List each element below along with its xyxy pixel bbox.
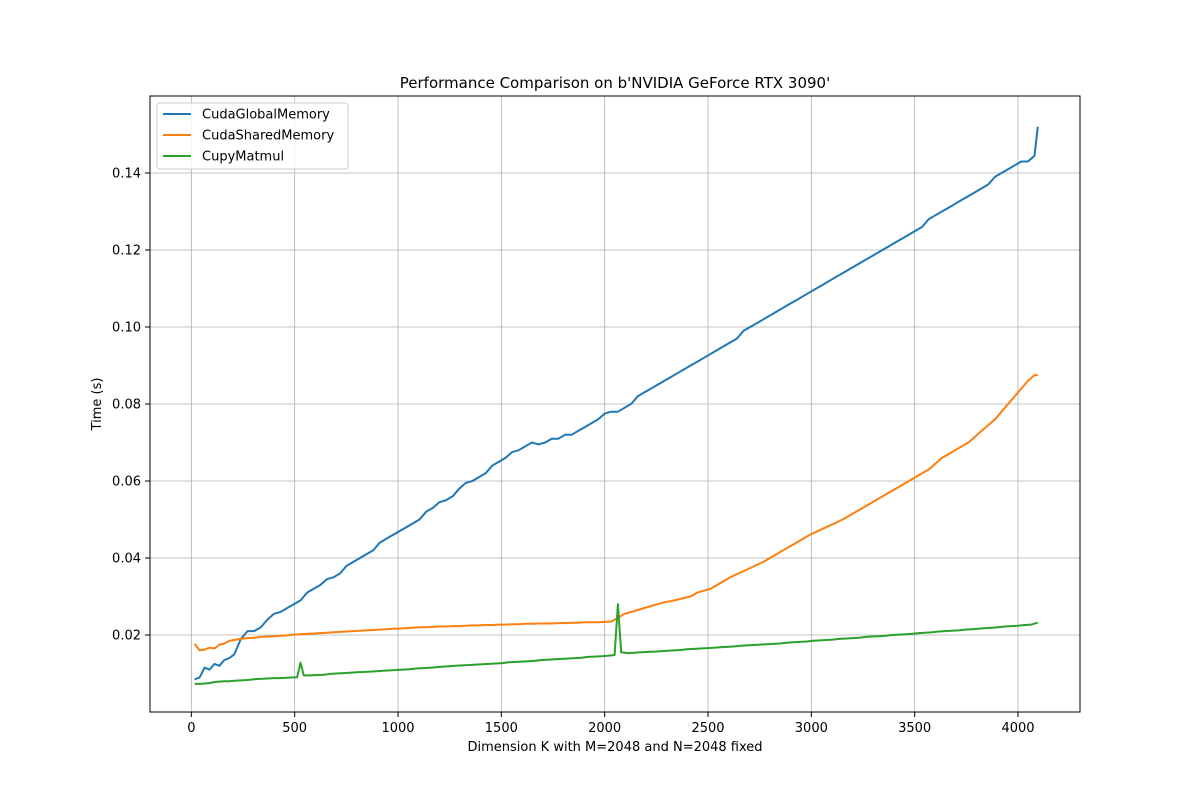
- x-axis-label: Dimension K with M=2048 and N=2048 fixed: [467, 740, 762, 755]
- legend-label-cudaglobalmemory: CudaGlobalMemory: [202, 108, 330, 123]
- y-axis-ticks: 0.02 0.04 0.06 0.08 0.10 0.12 0.14: [112, 167, 150, 644]
- legend-label-cudasharedmemory: CudaSharedMemory: [202, 129, 334, 144]
- y-tick-label: 0.12: [112, 244, 141, 259]
- x-tick-label: 0: [187, 721, 195, 736]
- x-tick-label: 500: [282, 721, 307, 736]
- x-tick-label: 1500: [485, 721, 518, 736]
- grid: [150, 96, 1080, 712]
- y-tick-label: 0.14: [112, 167, 141, 182]
- y-tick-label: 0.02: [112, 629, 141, 644]
- legend-box: [156, 102, 349, 170]
- y-tick-label: 0.06: [112, 475, 141, 490]
- x-tick-label: 1000: [381, 721, 414, 736]
- x-tick-label: 2500: [691, 721, 724, 736]
- series-layer: [193, 126, 1039, 685]
- x-tick-label: 4000: [1001, 721, 1034, 736]
- y-tick-label: 0.04: [112, 552, 141, 567]
- chart-title: Performance Comparison on b'NVIDIA GeFor…: [400, 74, 830, 92]
- x-tick-label: 2000: [588, 721, 621, 736]
- x-tick-label: 3000: [795, 721, 828, 736]
- y-axis-label: Time (s): [90, 378, 105, 432]
- y-tick-label: 0.08: [112, 398, 141, 413]
- legend-label-cupymatmul: CupyMatmul: [202, 150, 284, 165]
- series-line-cudasharedmemory: [193, 374, 1038, 652]
- y-tick-label: 0.10: [112, 321, 141, 336]
- series-line-cudaglobalmemory: [194, 126, 1039, 681]
- legend: CudaGlobalMemory CudaSharedMemory CupyMatm…: [156, 102, 349, 170]
- series-line-cupymatmul: [194, 603, 1039, 685]
- legend-entries: CudaGlobalMemory CudaSharedMemory CupyMatm…: [163, 108, 334, 165]
- x-axis-ticks: 0 500 1000 1500 2000 2500 3000 3500 4000: [187, 712, 1035, 736]
- x-tick-label: 3500: [898, 721, 931, 736]
- y-gridlines: [150, 172, 1080, 636]
